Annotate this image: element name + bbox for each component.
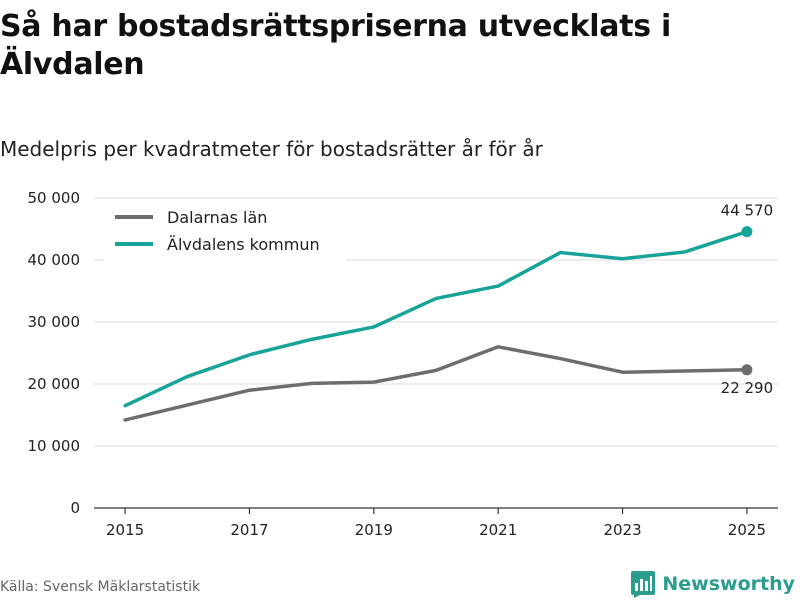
legend: Dalarnas län Älvdalens kommun [104,202,346,262]
end-point [741,364,753,376]
x-tick-label: 2025 [728,521,766,539]
newsworthy-logo-icon [631,571,656,598]
brand: Newsworthy [630,570,795,598]
y-tick-label: 40 000 [28,251,81,269]
end-point [741,226,753,238]
end-value-label: 44 570 [721,202,774,220]
legend-background [104,202,346,262]
source-note: Källa: Svensk Mäklarstatistik [0,579,201,595]
chart-title: Så har bostadsrättspriserna utvecklats i… [0,9,671,82]
series-lines: 22 290 44 570 [123,202,774,422]
x-tick-label: 2021 [479,521,517,539]
legend-label: Älvdalens kommun [167,235,320,254]
line-chart: 0 10 000 20 000 30 000 40 000 50 000 2015 2017… [28,189,778,539]
y-tick-label: 20 000 [28,375,81,393]
x-tick-label: 2017 [230,521,268,539]
x-axis-ticks: 2015 2017 2019 2021 2023 2025 [106,508,766,539]
series-line [123,229,749,408]
series-line [123,345,749,422]
y-axis-ticks: 0 10 000 20 000 30 000 40 000 50 000 [28,189,81,517]
y-tick-label: 10 000 [28,437,81,455]
x-tick-label: 2019 [355,521,393,539]
x-tick-label: 2015 [106,521,144,539]
y-tick-label: 30 000 [28,313,81,331]
y-tick-label: 0 [70,499,80,517]
end-value-label: 22 290 [721,379,774,397]
brand-name: Newsworthy [662,573,795,595]
chart-subtitle: Medelpris per kvadratmeter för bostadsrä… [0,137,543,161]
legend-label: Dalarnas län [167,208,267,227]
y-tick-label: 50 000 [28,189,81,207]
x-tick-label: 2023 [603,521,641,539]
